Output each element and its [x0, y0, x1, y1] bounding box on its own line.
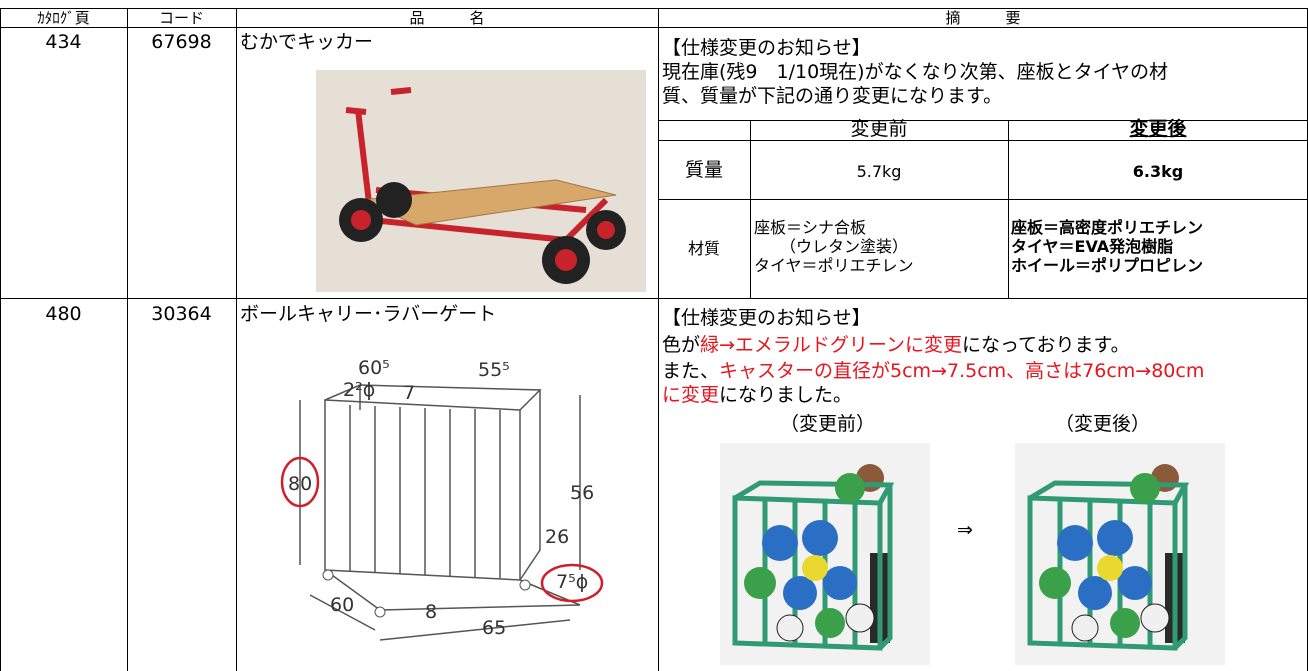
dimension-label: 26 [545, 526, 570, 548]
rule [658, 120, 1308, 121]
before-label: （変更前） [780, 413, 876, 435]
material-after: ホイール＝ポリプロピレン [1011, 256, 1204, 275]
mass-after: 6.3kg [1132, 162, 1184, 181]
dimension-label: 7 [403, 382, 416, 404]
dimension-label: 7⁵ϕ [556, 571, 589, 593]
photo-after [1015, 443, 1225, 665]
header-cell: 品 名 [409, 9, 485, 27]
arrow: ⇒ [957, 519, 973, 541]
mass-before: 5.7kg [856, 162, 902, 181]
highlight: 緑→エメラルドグリーンに変更 [700, 334, 962, 356]
notice-line: 色が緑→エメラルドグリーンに変更になっております。 [662, 333, 1130, 357]
after-header: 変更後 [1129, 118, 1187, 140]
photo-before [720, 443, 930, 665]
code: 30364 [151, 303, 212, 325]
material-before: 座板＝シナ合板 [754, 218, 867, 237]
text: また、 [662, 360, 720, 382]
rule [658, 199, 1308, 200]
dimension-drawing [280, 384, 604, 641]
notice-line: また、キャスターの直径が5cm→7.5cm、高さは76cm→80cm [662, 359, 1204, 383]
header-cell: 摘 要 [945, 9, 1021, 27]
dimension-label: 55⁵ [478, 359, 510, 381]
dimension-label: 60⁵ [358, 357, 390, 379]
notice-title: 【仕様変更のお知らせ】 [662, 307, 871, 329]
material-before: タイヤ＝ポリエチレン [754, 256, 914, 275]
col-line [127, 8, 128, 671]
dimension-label: 8 [425, 601, 438, 623]
code: 67698 [151, 31, 212, 53]
dimension-label: 2²ϕ [343, 379, 376, 401]
col-line [236, 8, 237, 671]
text: になりました。 [719, 384, 853, 406]
notice-line: に変更になりました。 [662, 383, 852, 407]
col-line [658, 8, 659, 671]
dimension-label: 60 [330, 594, 355, 616]
notice-text: 質、質量が下記の通り変更になります。 [662, 85, 1003, 107]
page-number: 434 [45, 31, 82, 53]
row [0, 28, 1308, 299]
product-name: むかでキッカー [240, 31, 374, 53]
notice-title: 【仕様変更のお知らせ】 [662, 37, 871, 59]
highlight: キャスターの直径が5cm→7.5cm、高さは76cm→80cm [719, 360, 1205, 382]
header-row [0, 8, 1308, 28]
header-cell: ｶﾀﾛｸﾞ頁 [37, 9, 90, 27]
rule [658, 140, 1308, 141]
page-number: 480 [45, 303, 82, 325]
dimension-label: 80 [288, 473, 313, 495]
material-after: 座板＝高密度ポリエチレン [1011, 218, 1204, 237]
text: 色が [662, 334, 701, 356]
after-label: （変更後） [1055, 413, 1151, 435]
material-before: （ウレタン塗装） [780, 237, 909, 256]
product-name: ボールキャリー･ラバーゲート [240, 303, 497, 325]
dimension-label: 56 [570, 482, 595, 504]
material-label: 材質 [687, 239, 720, 258]
mass-label: 質量 [684, 159, 723, 181]
product-photo [316, 70, 646, 292]
header-cell: コード [158, 9, 204, 27]
text: になっております。 [962, 334, 1130, 356]
dimension-label: 65 [482, 617, 507, 639]
highlight: に変更 [662, 384, 720, 406]
notice-text: 現在庫(残9 1/10現在)がなくなり次第、座板とタイヤの材 [662, 61, 1169, 83]
rule [1008, 120, 1009, 299]
rule [750, 120, 751, 299]
before-header: 変更前 [850, 118, 908, 140]
material-after: タイヤ＝EVA発泡樹脂 [1011, 237, 1174, 256]
